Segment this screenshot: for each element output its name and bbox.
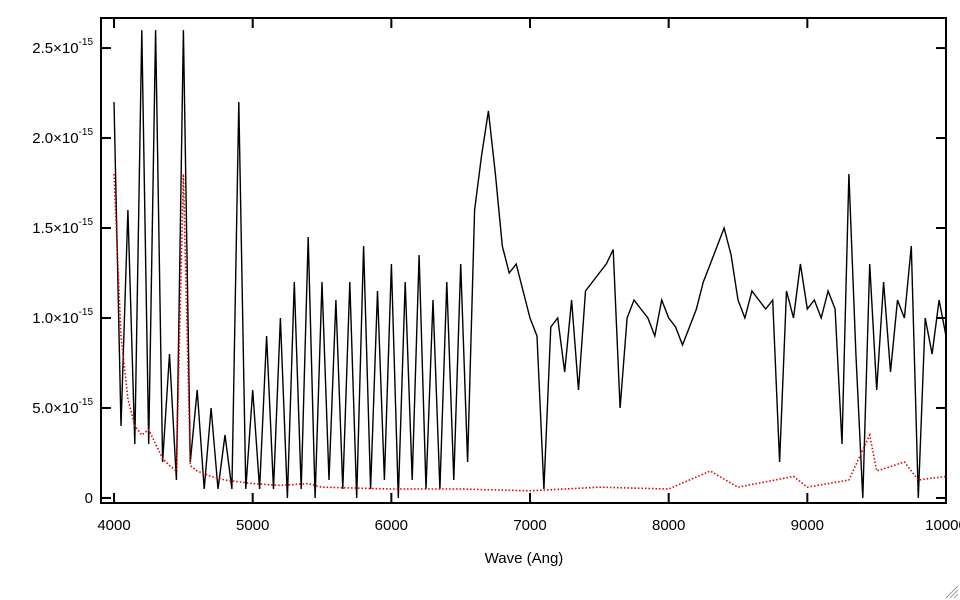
spectrum-line (113, 173, 945, 492)
y-tick-label: 1.5×10-15 (32, 217, 93, 237)
resize-grip (945, 585, 959, 599)
x-tick-label: 7000 (513, 517, 546, 534)
y-tick-exponent: -15 (79, 307, 94, 318)
y-tick-label: 2.5×10-15 (32, 37, 93, 57)
plot-frame (100, 17, 947, 504)
x-tick-label: 5000 (236, 517, 269, 534)
y-tick-label: 0 (85, 490, 93, 507)
y-tick-label: 2.0×10-15 (32, 127, 93, 147)
plot-area (113, 30, 945, 499)
y-tick-mantissa: 1.0×10 (32, 310, 78, 327)
y-tick-mantissa: 1.5×10 (32, 220, 78, 237)
y-tick-exponent: -15 (79, 397, 94, 408)
y-tick-label: 5.0×10-15 (32, 397, 93, 417)
x-tick-label: 9000 (791, 517, 824, 534)
y-tick-mantissa: 2.0×10 (32, 130, 78, 147)
x-tick-label: 6000 (375, 517, 408, 534)
y-tick-exponent: -15 (79, 37, 94, 48)
x-axis-label: Wave (Ang) (485, 550, 564, 567)
y-tick-mantissa: 5.0×10 (32, 400, 78, 417)
y-tick-label: 1.0×10-15 (32, 307, 93, 327)
y-tick-exponent: -15 (79, 127, 94, 138)
x-tick-label: 4000 (97, 517, 130, 534)
spectrum-line (113, 30, 945, 499)
x-tick-label: 8000 (652, 517, 685, 534)
y-tick-exponent: -15 (79, 217, 94, 228)
y-tick-mantissa: 2.5×10 (32, 40, 78, 57)
